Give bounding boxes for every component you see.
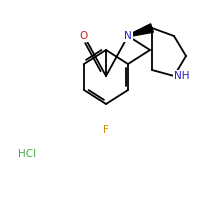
- Text: HCl: HCl: [18, 149, 36, 159]
- Text: F: F: [103, 125, 109, 135]
- Text: N: N: [124, 31, 132, 41]
- Polygon shape: [128, 24, 153, 37]
- Text: O: O: [80, 31, 88, 41]
- Text: NH: NH: [174, 71, 190, 81]
